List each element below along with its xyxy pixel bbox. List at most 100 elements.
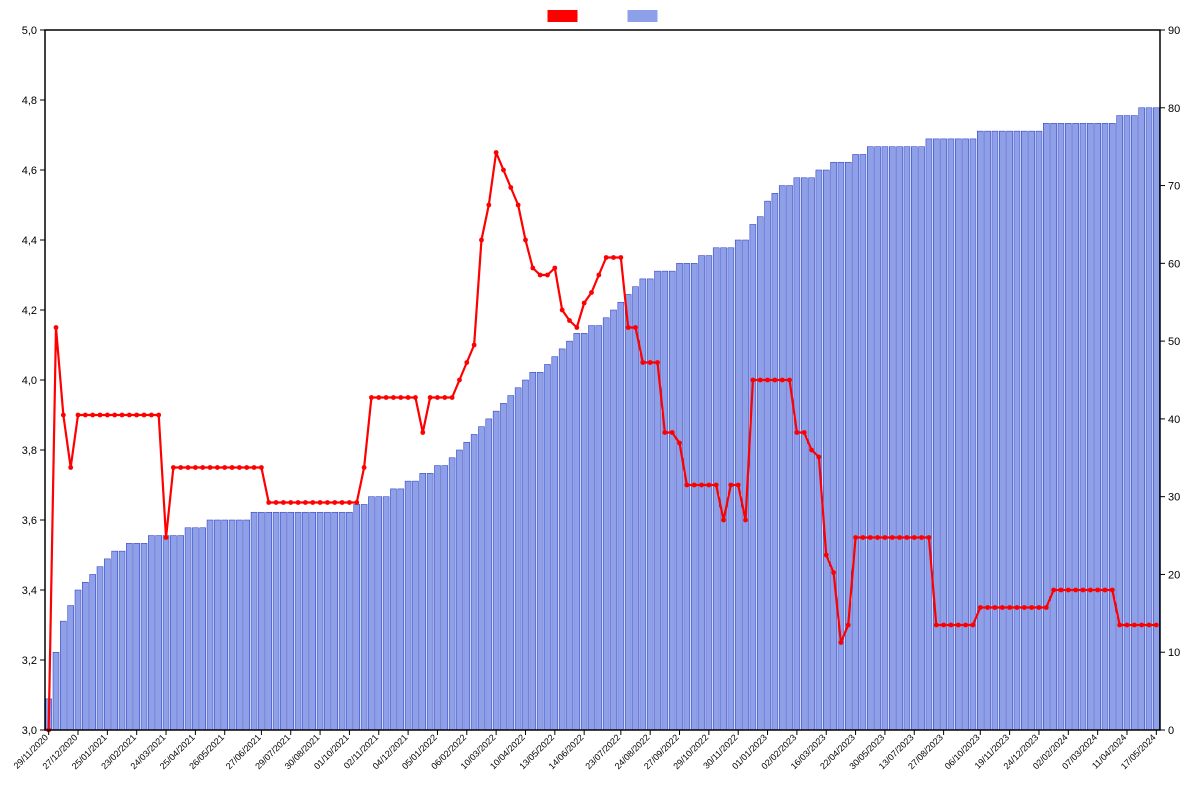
- line-marker: [457, 378, 462, 383]
- bar: [1065, 123, 1071, 730]
- bar: [119, 551, 125, 730]
- line-marker: [817, 455, 822, 460]
- y-right-tick-label: 90: [1168, 25, 1180, 37]
- bar: [882, 147, 888, 730]
- y-right-tick-label: 50: [1168, 336, 1180, 348]
- bar: [1007, 131, 1013, 730]
- bar: [464, 442, 470, 730]
- bar: [97, 567, 103, 730]
- line-marker: [985, 605, 990, 610]
- line-marker: [244, 465, 249, 470]
- bar: [53, 652, 59, 730]
- line-marker: [428, 395, 433, 400]
- bar: [779, 186, 785, 730]
- line-marker: [633, 325, 638, 330]
- bar: [368, 497, 374, 730]
- bar: [163, 536, 169, 730]
- bar: [361, 504, 367, 730]
- bar: [772, 193, 778, 730]
- line-marker: [156, 413, 161, 418]
- bar: [544, 364, 550, 730]
- line-marker: [721, 518, 726, 523]
- line-marker: [574, 325, 579, 330]
- bar: [911, 147, 917, 730]
- bar: [112, 551, 118, 730]
- bar: [258, 512, 264, 730]
- line-marker: [750, 378, 755, 383]
- line-marker: [934, 623, 939, 628]
- bar: [68, 606, 74, 730]
- line-marker: [875, 535, 880, 540]
- line-marker: [1110, 588, 1115, 593]
- bar: [566, 341, 572, 730]
- legend-group: [548, 10, 658, 22]
- line-marker: [626, 325, 631, 330]
- bar: [244, 520, 250, 730]
- line-marker: [963, 623, 968, 628]
- line-marker: [772, 378, 777, 383]
- y-right-tick-label: 40: [1168, 414, 1180, 426]
- y-right-tick-label: 20: [1168, 569, 1180, 581]
- line-marker: [949, 623, 954, 628]
- line-marker: [1000, 605, 1005, 610]
- bar: [324, 512, 330, 730]
- line-marker: [332, 500, 337, 505]
- y-right-tick-label: 60: [1168, 258, 1180, 270]
- line-marker: [560, 308, 565, 313]
- bar: [383, 497, 389, 730]
- line-marker: [215, 465, 220, 470]
- line-marker: [296, 500, 301, 505]
- bar: [801, 178, 807, 730]
- bar: [948, 139, 954, 730]
- bar: [442, 466, 448, 730]
- bar: [295, 512, 301, 730]
- bar: [603, 318, 609, 730]
- line-marker: [589, 290, 594, 295]
- bar: [339, 512, 345, 730]
- bar: [1080, 123, 1086, 730]
- bar: [354, 504, 360, 730]
- line-marker: [1059, 588, 1064, 593]
- line-marker: [655, 360, 660, 365]
- line-marker: [552, 266, 557, 271]
- line-marker: [127, 413, 132, 418]
- line-marker: [171, 465, 176, 470]
- line-marker: [391, 395, 396, 400]
- bar: [1021, 131, 1027, 730]
- bar: [1073, 123, 1079, 730]
- line-marker: [376, 395, 381, 400]
- line-marker: [883, 535, 888, 540]
- line-marker: [105, 413, 110, 418]
- bar: [500, 403, 506, 730]
- line-marker: [230, 465, 235, 470]
- bar: [845, 162, 851, 730]
- line-marker: [699, 483, 704, 488]
- line-marker: [1073, 588, 1078, 593]
- line-marker: [1103, 588, 1108, 593]
- line-marker: [266, 500, 271, 505]
- line-marker: [479, 238, 484, 243]
- y-left-tick-label: 3,0: [22, 725, 37, 737]
- bar: [941, 139, 947, 730]
- line-marker: [1037, 605, 1042, 610]
- y-left-tick-label: 3,6: [22, 515, 37, 527]
- bar: [699, 256, 705, 730]
- bar: [559, 349, 565, 730]
- line-marker: [692, 483, 697, 488]
- y-left-tick-label: 4,2: [22, 305, 37, 317]
- bar: [310, 512, 316, 730]
- bar: [633, 287, 639, 730]
- y-right-tick-label: 70: [1168, 181, 1180, 193]
- line-marker: [450, 395, 455, 400]
- line-marker: [824, 553, 829, 558]
- bar: [170, 536, 176, 730]
- line-marker: [494, 150, 499, 155]
- line-marker: [802, 430, 807, 435]
- bar: [875, 147, 881, 730]
- bar: [1102, 123, 1108, 730]
- line-marker: [252, 465, 257, 470]
- line-marker: [149, 413, 154, 418]
- line-marker: [1125, 623, 1130, 628]
- line-marker: [846, 623, 851, 628]
- bar: [691, 263, 697, 730]
